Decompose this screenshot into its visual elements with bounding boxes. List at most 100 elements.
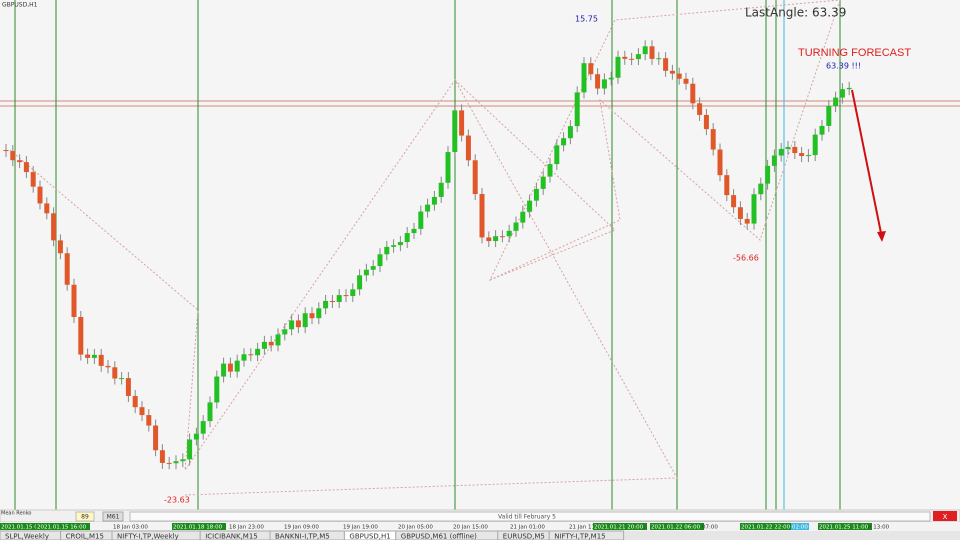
candle bbox=[472, 160, 478, 195]
tab-label[interactable]: SLPL,Weekly bbox=[5, 533, 49, 540]
time-label: 19 Jan 09:00 bbox=[284, 525, 319, 531]
candle bbox=[295, 320, 301, 328]
count-box bbox=[75, 511, 95, 522]
time-highlight bbox=[593, 523, 647, 530]
candle bbox=[635, 54, 641, 60]
candle bbox=[336, 295, 342, 303]
candle bbox=[316, 308, 322, 319]
tab-label[interactable]: GBPUSD,M61 (offline) bbox=[401, 533, 477, 540]
candle bbox=[207, 402, 213, 422]
candle bbox=[37, 186, 43, 204]
candle bbox=[57, 240, 63, 254]
time-label: 20 Jan 05:00 bbox=[398, 525, 433, 531]
candle bbox=[819, 125, 825, 135]
angle-label: -56.66 bbox=[733, 254, 759, 263]
candle bbox=[214, 376, 220, 403]
angle-label: 15.75 bbox=[575, 15, 598, 24]
candle bbox=[744, 218, 750, 224]
candle bbox=[173, 461, 179, 464]
time-label: 2021.01.22 22:00 bbox=[741, 525, 791, 531]
candle bbox=[771, 155, 777, 166]
time-label: n 13:00 bbox=[868, 525, 890, 531]
candle bbox=[846, 87, 852, 90]
candle bbox=[676, 73, 682, 79]
tab-label[interactable]: EURUSD,M5 bbox=[503, 533, 545, 540]
candle bbox=[710, 129, 716, 150]
candle bbox=[227, 363, 233, 372]
candle bbox=[309, 313, 315, 319]
candle bbox=[520, 211, 526, 223]
candle bbox=[608, 77, 614, 80]
candle bbox=[289, 320, 295, 330]
candle bbox=[574, 92, 580, 127]
candle bbox=[452, 110, 458, 153]
tab-label[interactable]: NIFTY-I,TP,Weekly bbox=[117, 533, 179, 540]
tab-label[interactable]: NIFTY-I,TP,M15 bbox=[554, 533, 605, 540]
candle bbox=[601, 79, 607, 89]
candle bbox=[377, 254, 383, 267]
time-highlight bbox=[0, 523, 54, 530]
close-label[interactable]: X bbox=[943, 513, 948, 521]
candle bbox=[418, 211, 424, 229]
candle bbox=[302, 313, 308, 328]
validity-box bbox=[129, 511, 931, 522]
count: 89 bbox=[81, 514, 89, 521]
candle bbox=[166, 462, 172, 464]
last-angle: LastAngle: 63.39 bbox=[745, 6, 846, 20]
candle bbox=[119, 378, 125, 380]
candle bbox=[459, 110, 465, 136]
candle bbox=[506, 230, 512, 237]
chart-area bbox=[0, 0, 960, 510]
forecast-arrow-head bbox=[877, 231, 886, 242]
time-label: 2021.01.18 18:00 bbox=[173, 525, 223, 531]
candle bbox=[642, 46, 648, 55]
candle bbox=[581, 63, 587, 93]
forecast-arrow bbox=[851, 89, 883, 239]
tab[interactable] bbox=[548, 530, 625, 540]
candle bbox=[737, 207, 743, 219]
tab-label[interactable]: BANKNI-I,TP,M5 bbox=[275, 533, 330, 540]
close-button[interactable] bbox=[933, 511, 957, 521]
time-label: 2021.01.21 20:00 bbox=[594, 525, 644, 531]
candle bbox=[425, 204, 431, 212]
candle bbox=[683, 78, 689, 84]
candle bbox=[159, 450, 165, 463]
candle bbox=[248, 354, 254, 356]
time-label: 20 Jan 15:00 bbox=[453, 525, 488, 531]
time-label: 21 Jan 11 bbox=[569, 525, 595, 531]
candle bbox=[125, 378, 131, 396]
tab-label[interactable]: ICICIBANK,M15 bbox=[205, 533, 258, 540]
tab-label[interactable]: GBPUSD,H1 bbox=[349, 533, 390, 540]
candle bbox=[350, 289, 356, 297]
candle bbox=[64, 253, 70, 285]
candle bbox=[554, 145, 560, 165]
time-highlight bbox=[650, 523, 704, 530]
candle bbox=[547, 164, 553, 177]
time-label: 18 Jan 23:00 bbox=[229, 525, 264, 531]
candle bbox=[71, 284, 77, 317]
time-highlight bbox=[818, 523, 872, 530]
candle bbox=[595, 74, 601, 89]
tab-label[interactable]: CROIL,M15 bbox=[66, 533, 104, 540]
candle bbox=[200, 421, 206, 434]
candle bbox=[221, 363, 227, 377]
candle bbox=[833, 97, 839, 107]
candle bbox=[357, 275, 363, 290]
time-label: 2021.01.15 09 bbox=[1, 525, 42, 531]
candle bbox=[85, 354, 91, 358]
candle bbox=[282, 329, 288, 335]
candle bbox=[669, 70, 675, 74]
candle bbox=[397, 242, 403, 246]
candle bbox=[98, 354, 104, 366]
candle bbox=[112, 367, 118, 379]
candle bbox=[268, 341, 274, 346]
candle bbox=[153, 425, 159, 451]
candle bbox=[479, 194, 485, 238]
forecast-angle: 63.39 !!! bbox=[826, 62, 861, 71]
candle bbox=[812, 134, 818, 156]
candle bbox=[329, 300, 335, 303]
timeframe: M61 bbox=[107, 514, 120, 521]
candle bbox=[629, 58, 635, 60]
candle bbox=[785, 146, 791, 149]
